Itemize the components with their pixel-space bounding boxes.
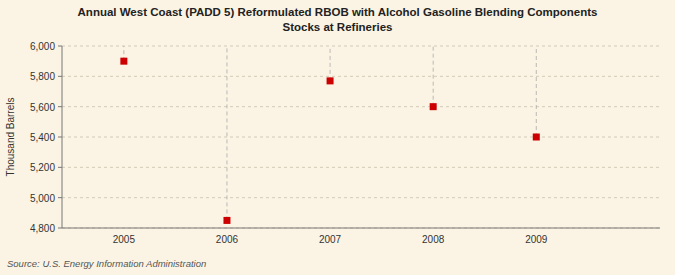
point: [223, 217, 230, 224]
point: [533, 134, 540, 141]
x-tick-label: 2008: [422, 234, 445, 245]
grid-line: [62, 46, 660, 47]
y-tick: [58, 228, 62, 229]
x-tick-label: 2007: [319, 234, 342, 245]
grid-line: [62, 197, 660, 198]
y-tick-label: 6,000: [30, 41, 55, 52]
y-tick: [58, 167, 62, 168]
grid-line: [62, 228, 660, 229]
x-tick-label: 2005: [113, 234, 136, 245]
point: [430, 103, 437, 110]
drop-line: [536, 46, 537, 137]
grid-line: [62, 167, 660, 168]
x-tick-label: 2009: [525, 234, 548, 245]
x-axis: [62, 228, 660, 229]
chart: 4,800 5,000 5,200 5,400 5,600 5,800 6,000 2005 2…: [0, 0, 675, 275]
title-line: Stocks at Refineries: [283, 21, 393, 33]
drop-line: [330, 46, 331, 81]
y-tick-label: 4,800: [30, 223, 55, 234]
background: [0, 0, 675, 275]
y-tick: [58, 106, 62, 107]
drop-line: [226, 46, 227, 220]
y-tick: [58, 46, 62, 47]
y-tick: [58, 76, 62, 77]
marks: [120, 46, 539, 224]
y-tick-label: 5,400: [30, 132, 55, 143]
title-line: Annual West Coast (PADD 5) Reformulated …: [78, 6, 598, 18]
source-note: Source: U.S. Energy Information Administ…: [7, 258, 206, 269]
x-tick-label: 2006: [216, 234, 239, 245]
y-axis-label: Thousand Barrels: [5, 98, 16, 177]
point: [327, 77, 334, 84]
y-tick: [58, 137, 62, 138]
y-tick-label: 5,600: [30, 102, 55, 113]
y-tick-label: 5,000: [30, 193, 55, 204]
grid-line: [62, 76, 660, 77]
drop-line: [433, 46, 434, 107]
grid-line: [62, 137, 660, 138]
y-tick-label: 5,200: [30, 162, 55, 173]
title: Annual West Coast (PADD 5) Reformulated …: [78, 6, 598, 33]
y-tick-label: 5,800: [30, 71, 55, 82]
point: [120, 58, 127, 65]
grid-line: [62, 106, 660, 107]
y-axis: [62, 46, 63, 228]
y-tick: [58, 197, 62, 198]
